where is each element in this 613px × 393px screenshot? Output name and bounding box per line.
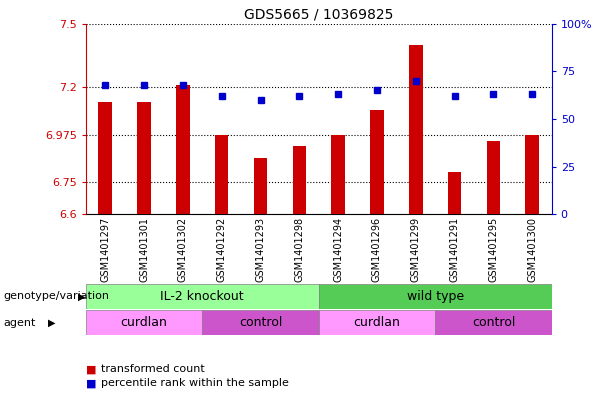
Bar <box>319 284 552 309</box>
Bar <box>215 135 229 214</box>
Text: percentile rank within the sample: percentile rank within the sample <box>101 378 289 388</box>
Text: agent: agent <box>3 318 36 328</box>
Bar <box>86 284 319 309</box>
Text: ■: ■ <box>86 378 96 388</box>
Text: control: control <box>239 316 282 329</box>
Bar <box>332 135 345 214</box>
Text: curdlan: curdlan <box>354 316 400 329</box>
Bar <box>448 172 462 214</box>
Bar <box>409 45 422 214</box>
Bar <box>86 310 202 335</box>
Bar <box>319 310 435 335</box>
Text: wild type: wild type <box>406 290 464 303</box>
Bar <box>202 310 319 335</box>
Text: ▶: ▶ <box>78 291 86 301</box>
Bar <box>487 141 500 214</box>
Text: ▶: ▶ <box>48 318 55 328</box>
Title: GDS5665 / 10369825: GDS5665 / 10369825 <box>244 7 394 21</box>
Bar <box>254 158 267 214</box>
Text: control: control <box>472 316 515 329</box>
Bar <box>435 310 552 335</box>
Bar <box>176 85 189 214</box>
Bar <box>99 102 112 214</box>
Bar <box>292 147 306 214</box>
Text: genotype/variation: genotype/variation <box>3 291 109 301</box>
Text: ■: ■ <box>86 364 96 375</box>
Text: curdlan: curdlan <box>121 316 167 329</box>
Text: IL-2 knockout: IL-2 knockout <box>161 290 244 303</box>
Bar <box>137 102 151 214</box>
Text: transformed count: transformed count <box>101 364 205 375</box>
Bar <box>370 110 384 214</box>
Bar <box>525 135 539 214</box>
